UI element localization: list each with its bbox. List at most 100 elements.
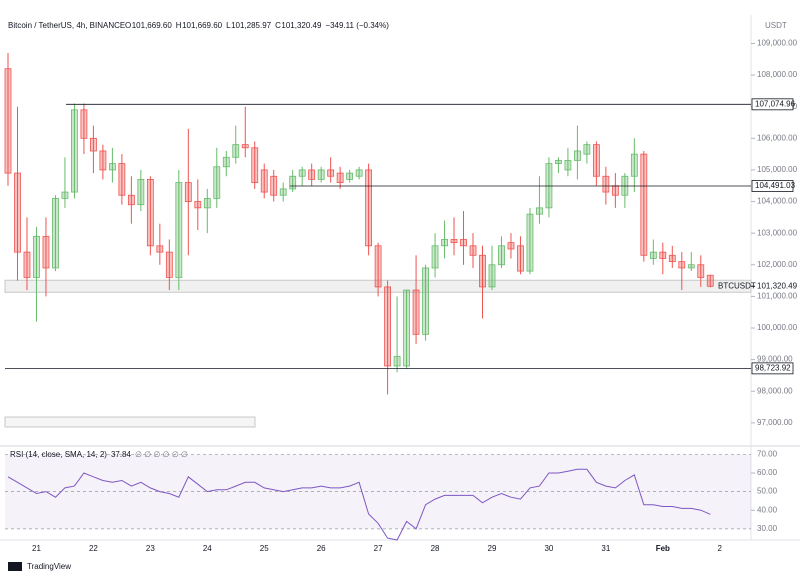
level-label-box bbox=[751, 98, 794, 111]
candle-body bbox=[460, 239, 467, 247]
candle-body bbox=[4, 68, 12, 174]
x-tick-label: 26 bbox=[317, 544, 326, 553]
x-tick-label: 30 bbox=[544, 544, 553, 553]
candle-body bbox=[108, 163, 116, 171]
ohlc-key: C bbox=[275, 21, 281, 30]
rsi-title: RSI (14, close, SMA, 14, 2) bbox=[10, 450, 107, 459]
y-tick-label: 102,000.00 bbox=[757, 260, 798, 269]
y-tick-label: 108,000.00 bbox=[757, 70, 798, 79]
ohlc-key: H bbox=[176, 21, 182, 30]
candle-body bbox=[42, 235, 50, 269]
candle-body bbox=[517, 245, 524, 272]
currency: USDT bbox=[765, 21, 787, 30]
y-tick-label: 100,000.00 bbox=[757, 323, 798, 332]
candle-body bbox=[611, 185, 619, 196]
x-tick-label: Feb bbox=[656, 544, 670, 553]
last-price-label: 101,320.49 bbox=[757, 281, 798, 290]
candle-body bbox=[61, 191, 69, 199]
candle-body bbox=[498, 245, 505, 266]
y-tick-label: 106,000.00 bbox=[757, 133, 798, 142]
rsi-tick-label: 50.00 bbox=[757, 487, 778, 496]
candle-body bbox=[156, 245, 164, 253]
x-tick-label: 27 bbox=[374, 544, 383, 553]
y-tick-label: 103,000.00 bbox=[757, 228, 798, 237]
candle-body bbox=[71, 109, 78, 193]
y-tick-label: 101,000.00 bbox=[757, 292, 798, 301]
candle-body bbox=[80, 109, 88, 139]
candle-body bbox=[602, 175, 610, 193]
level-label: 98,723.92 bbox=[755, 363, 791, 372]
candle-body bbox=[222, 156, 230, 168]
candle-body bbox=[184, 182, 192, 202]
candle-body bbox=[213, 166, 221, 199]
x-tick-label: 29 bbox=[488, 544, 497, 553]
ohlc-value: 101,669.60 bbox=[182, 21, 223, 30]
x-tick-label: 21 bbox=[32, 544, 41, 553]
x-tick-label: 23 bbox=[146, 544, 155, 553]
x-tick-label: 31 bbox=[601, 544, 610, 553]
candle-body bbox=[279, 188, 287, 196]
candle-body bbox=[659, 251, 667, 259]
candle-body bbox=[583, 144, 591, 155]
candle-body bbox=[308, 169, 316, 180]
candle-body bbox=[289, 175, 297, 190]
candle-body bbox=[241, 144, 249, 149]
candle-body bbox=[127, 194, 135, 206]
candle-body bbox=[298, 169, 306, 177]
candle-body bbox=[403, 289, 410, 367]
candle-body bbox=[336, 172, 344, 183]
symbol-tag: BTCUSDT bbox=[718, 281, 756, 290]
price-change: −349.11 (−0.34%) bbox=[325, 21, 389, 30]
x-tick-label: 24 bbox=[203, 544, 212, 553]
candle-body bbox=[23, 251, 31, 278]
ohlc-value: 101,669.60 bbox=[132, 21, 173, 30]
candle-body bbox=[260, 169, 268, 193]
candle-body bbox=[422, 267, 429, 335]
candle-body bbox=[574, 150, 581, 161]
level-label-box bbox=[751, 362, 794, 375]
symbol-title: Bitcoin / TetherUS, 4h, BINANCE bbox=[8, 21, 125, 30]
candle-body bbox=[194, 201, 202, 209]
candle-body bbox=[412, 289, 420, 335]
footer-logo: TradingView bbox=[27, 562, 71, 571]
candle-body bbox=[441, 239, 448, 247]
candle-body bbox=[592, 144, 600, 177]
level-label-box bbox=[751, 180, 794, 192]
rsi-tick-label: 30.00 bbox=[757, 524, 778, 533]
candle-body bbox=[630, 153, 638, 177]
candle-body bbox=[697, 264, 705, 278]
candle-body bbox=[270, 175, 278, 196]
rsi-tick-label: 70.00 bbox=[757, 450, 778, 459]
candle-body bbox=[526, 213, 534, 272]
level-label: 107,074.96 bbox=[755, 99, 796, 108]
candle-body bbox=[146, 179, 154, 247]
level-label: 104,491.03 bbox=[755, 181, 796, 190]
candle-body bbox=[564, 160, 572, 171]
candle-body bbox=[555, 160, 562, 165]
rsi-extras: ∅ ∅ ∅ ∅ ∅ ∅ bbox=[135, 450, 188, 459]
y-tick-label: 97,000.00 bbox=[757, 418, 793, 427]
candle-body bbox=[678, 261, 686, 269]
y-tick-label: 105,000.00 bbox=[757, 165, 798, 174]
candle-body bbox=[469, 245, 477, 256]
candle-body bbox=[640, 153, 648, 256]
candle-body bbox=[355, 169, 363, 177]
candle-body bbox=[384, 286, 392, 367]
candle-body bbox=[203, 197, 211, 209]
candle-body bbox=[90, 137, 97, 152]
candle-body bbox=[536, 207, 543, 215]
rsi-value: 37.84 bbox=[111, 450, 132, 459]
candle-body bbox=[317, 169, 325, 180]
candle-body bbox=[251, 147, 259, 183]
candle-body bbox=[99, 150, 107, 171]
candle-body bbox=[507, 242, 515, 250]
candle-body bbox=[393, 356, 401, 367]
candle-body bbox=[327, 169, 335, 177]
rsi-line bbox=[7, 468, 711, 541]
candle-body bbox=[374, 245, 382, 288]
candle-body bbox=[175, 182, 183, 278]
logo-icon bbox=[8, 562, 22, 571]
ohlc-key: L bbox=[226, 21, 231, 30]
candle-body bbox=[33, 235, 40, 278]
rsi-tick-label: 60.00 bbox=[757, 468, 778, 477]
